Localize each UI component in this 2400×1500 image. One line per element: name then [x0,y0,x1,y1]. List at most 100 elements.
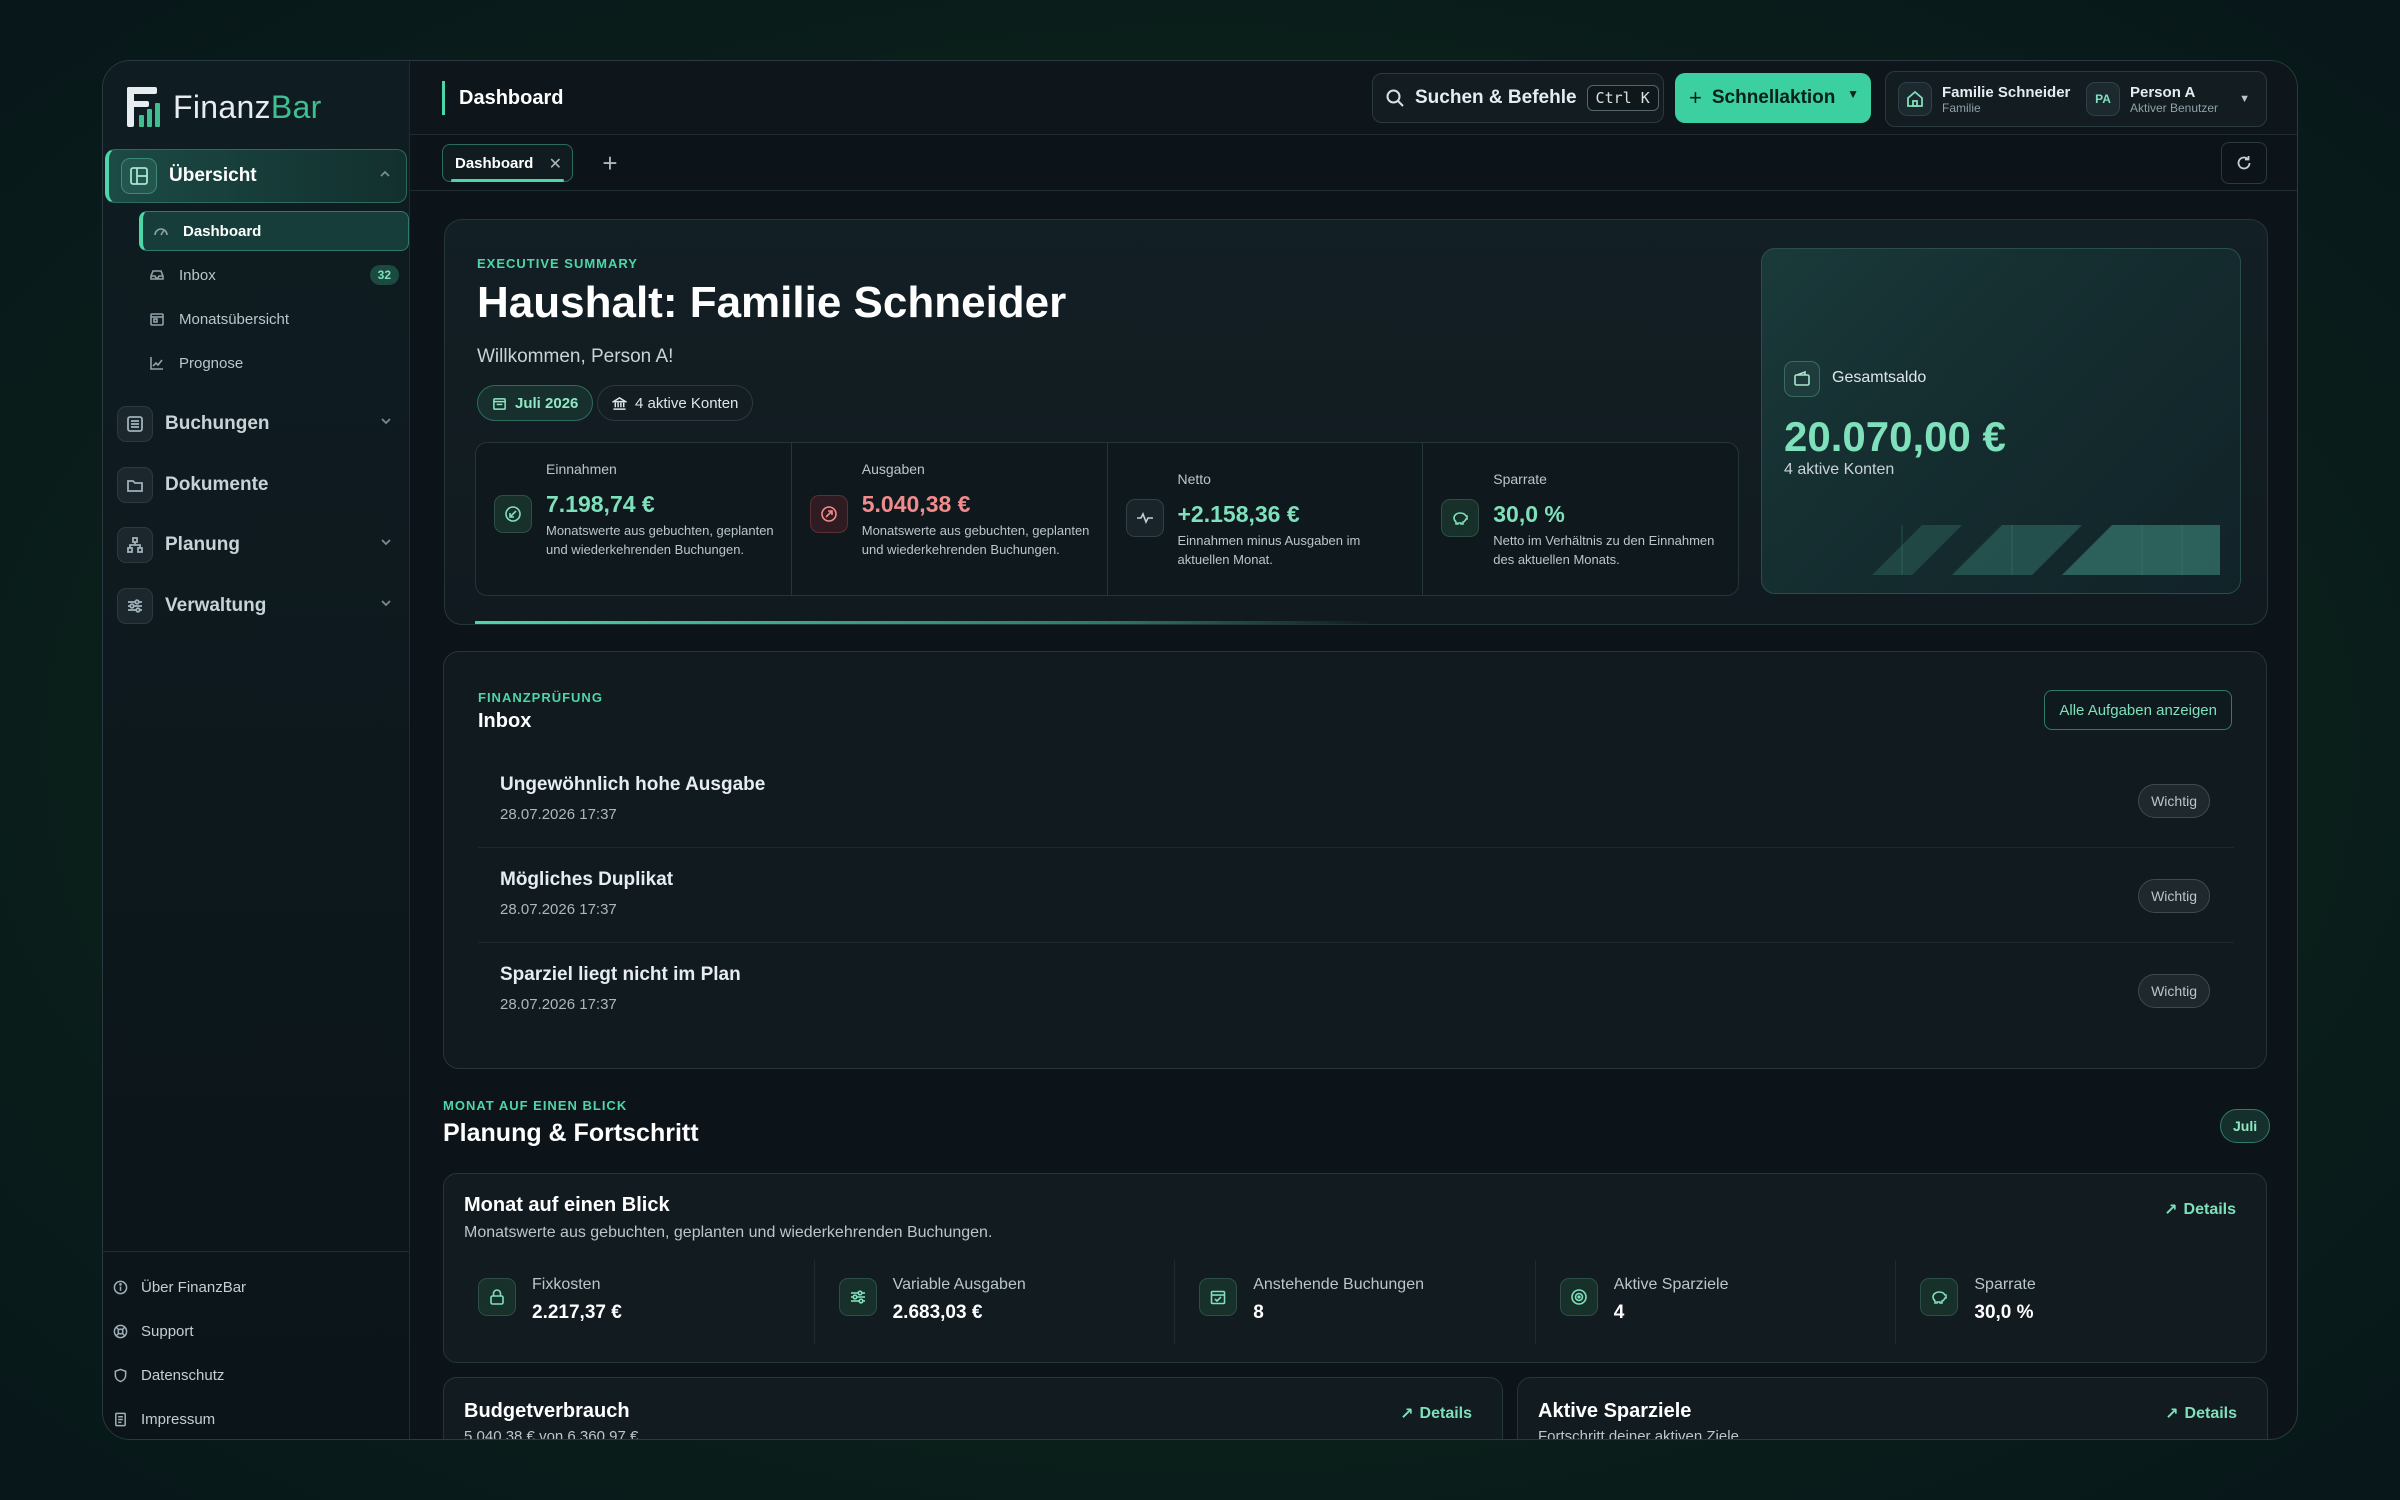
arrow-up-right-icon: ↗ [1400,1406,1414,1423]
piggy-bank-icon [1441,499,1480,537]
inbox-eyebrow: FINANZPRÜFUNG [478,690,603,705]
goals-subtitle: Fortschritt deiner aktiven Ziele [1538,1428,1739,1440]
details-link[interactable]: ↗ Details [1400,1405,1472,1423]
home-icon [1898,82,1932,116]
sidebar-item-inbox[interactable]: Inbox 32 [139,255,409,295]
month-chip[interactable]: Juli 2026 [477,385,594,421]
nav-group-dokumente[interactable]: Dokumente [105,458,407,512]
list-icon [117,406,153,442]
details-link[interactable]: ↗ Details [2164,1201,2236,1219]
sidebar-item-dashboard[interactable]: Dashboard [139,211,409,251]
piggy-bank-icon [1920,1278,1959,1316]
inbox-item[interactable]: Sparziel liegt nicht im Plan 28.07.2026 … [478,944,2234,1038]
nav-group-buchungen[interactable]: Buchungen [105,397,407,451]
search-icon [1385,88,1405,108]
chevron-up-icon [378,167,392,186]
show-all-tasks-button[interactable]: Alle Aufgaben anzeigen [2044,690,2232,730]
executive-summary-card: EXECUTIVE SUMMARY Haushalt: Familie Schn… [444,219,2268,625]
footer-link-datenschutz[interactable]: Datenschutz [113,1357,224,1393]
search-shortcut: Ctrl K [1586,85,1659,111]
calendar-icon [492,396,507,411]
budget-subtitle: 5.040,38 € von 6.360,97 € [464,1428,639,1440]
details-link[interactable]: ↗ Details [2165,1405,2237,1423]
profile-switcher: Familie Schneider Familie PA Person A Ak… [1885,71,2267,127]
caret-down-icon[interactable]: ▼ [2239,93,2250,105]
user-role: Aktiver Benutzer [2130,100,2219,115]
footer-link-impressum[interactable]: Impressum [113,1401,215,1437]
hero-accent-line [475,621,1375,624]
arrow-up-right-icon: ↗ [2165,1406,2179,1423]
refresh-icon [2235,154,2253,172]
gauge-icon [153,223,173,239]
sidebar-item-prognose[interactable]: Prognose [139,343,409,383]
month-card-subtitle: Monatswerte aus gebuchten, geplanten und… [464,1224,993,1241]
avatar: PA [2086,82,2120,116]
stat-fixkosten: Fixkosten 2.217,37 € [454,1260,815,1344]
budget-usage-card: Budgetverbrauch 5.040,38 € von 6.360,97 … [443,1377,1503,1440]
folder-icon [117,467,153,503]
nav-group-uebersicht[interactable]: Übersicht [105,149,407,203]
inbox-item[interactable]: Mögliches Duplikat 28.07.2026 17:37 Wich… [478,849,2234,943]
top-bar: Dashboard Suchen & Befehle Ctrl K + Schn… [410,61,2297,135]
goals-title: Aktive Sparziele [1538,1400,1692,1422]
app-window: FinanzBar Übersicht Dashboard Inbox 32 M… [102,60,2298,1440]
arrow-up-right-icon: ↗ [2164,1202,2178,1219]
month-stats: Fixkosten 2.217,37 € Variable Ausgaben 2… [454,1260,2256,1344]
sliders-icon [117,588,153,624]
month-overview-card: Monat auf einen Blick Monatswerte aus ge… [443,1173,2267,1363]
caret-down-icon: ▼ [1847,87,1859,101]
calendar-check-icon [1199,1278,1238,1316]
priority-badge: Wichtig [2138,784,2210,818]
stat-aktive-sparziele: Aktive Sparziele 4 [1536,1260,1897,1344]
plus-icon: + [1689,85,1702,110]
planning-eyebrow: MONAT AUF EINEN BLICK [443,1098,628,1113]
nav-group-planung[interactable]: Planung [105,518,407,572]
priority-badge: Wichtig [2138,879,2210,913]
balance-subtext: 4 aktive Konten [1784,461,1895,478]
household-role: Familie [1942,100,1981,115]
household-selector[interactable]: Familie Schneider Familie [1898,82,2070,116]
nav-group-verwaltung[interactable]: Verwaltung [105,579,407,633]
wallet-icon [1784,361,1820,397]
document-icon [113,1412,129,1427]
inbox-title: Inbox [478,710,532,732]
kpi-ausgaben: Ausgaben 5.040,38 € Monatswerte aus gebu… [792,443,1108,595]
search-command-button[interactable]: Suchen & Befehle Ctrl K [1372,73,1664,123]
calendar-icon [149,311,169,327]
kpi-sparrate: Sparrate 30,0 % Netto im Verhältnis zu d… [1423,443,1738,595]
sidebar: FinanzBar Übersicht Dashboard Inbox 32 M… [103,61,410,1439]
bank-icon [612,396,627,411]
footer-link-ueber[interactable]: Über FinanzBar [113,1269,246,1305]
lock-icon [478,1278,516,1316]
month-card-title: Monat auf einen Blick [464,1194,670,1216]
tab-dashboard[interactable]: Dashboard ✕ [442,144,573,182]
page-title: Dashboard [442,81,563,115]
arrow-down-left-circle-icon [494,495,532,533]
app-logo[interactable]: FinanzBar [125,81,322,133]
inbox-card: FINANZPRÜFUNG Inbox Alle Aufgaben anzeig… [443,651,2267,1069]
refresh-button[interactable] [2221,142,2267,184]
inbox-item[interactable]: Ungewöhnlich hohe Ausgabe 28.07.2026 17:… [478,754,2234,848]
hero-eyebrow: EXECUTIVE SUMMARY [477,256,638,271]
user-selector[interactable]: PA Person A Aktiver Benutzer [2086,82,2218,116]
kpi-netto: Netto +2.158,36 € Einnahmen minus Ausgab… [1108,443,1424,595]
target-icon [1559,1278,1598,1316]
month-selector-chip[interactable]: Juli [2220,1109,2271,1143]
footer-link-support[interactable]: Support [113,1313,194,1349]
pulse-icon [1125,499,1164,537]
close-icon[interactable]: ✕ [548,156,562,173]
add-tab-button[interactable]: + [602,147,618,178]
sitemap-icon [117,527,153,563]
total-balance-card[interactable]: Gesamtsaldo 20.070,00 € 4 aktive Konten [1761,248,2241,594]
layout-icon [121,158,157,194]
kpi-strip: Einnahmen 7.198,74 € Monatswerte aus geb… [475,442,1739,596]
sidebar-divider [103,1251,409,1252]
hero-title: Haushalt: Familie Schneider [477,278,1067,327]
sidebar-item-monatsuebersicht[interactable]: Monatsübersicht [139,299,409,339]
quick-action-button[interactable]: + Schnellaktion ▼ [1675,73,1871,123]
accounts-chip[interactable]: 4 aktive Konten [597,385,754,421]
chevron-down-icon [379,414,393,433]
info-icon [113,1280,129,1295]
savings-goals-card: Aktive Sparziele Fortschritt deiner akti… [1517,1377,2268,1440]
welcome-text: Willkommen, Person A! [477,346,674,367]
